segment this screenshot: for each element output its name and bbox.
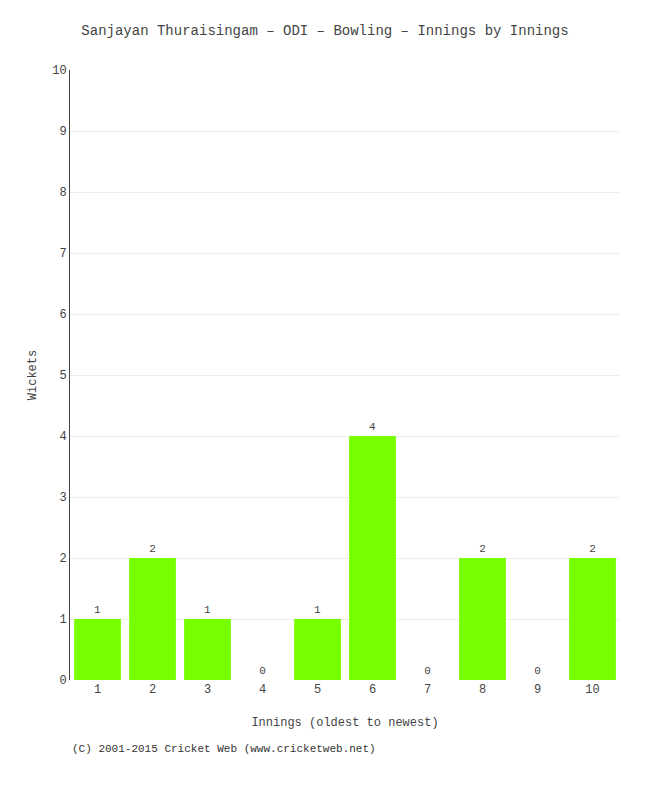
svg-text:3: 3 [204, 683, 211, 697]
svg-text:Sanjayan Thuraisingam – ODI –: Sanjayan Thuraisingam – ODI – Bowling – … [81, 23, 568, 39]
svg-text:0: 0 [259, 665, 266, 677]
svg-text:Wickets: Wickets [26, 350, 40, 400]
svg-text:4: 4 [259, 683, 266, 697]
svg-text:2: 2 [589, 543, 596, 555]
svg-text:9: 9 [534, 683, 541, 697]
svg-text:1: 1 [94, 604, 101, 616]
svg-text:1: 1 [94, 683, 101, 697]
svg-text:0: 0 [59, 674, 66, 688]
svg-text:7: 7 [424, 683, 431, 697]
svg-text:0: 0 [424, 665, 431, 677]
svg-text:6: 6 [369, 683, 376, 697]
svg-text:1: 1 [59, 613, 66, 627]
svg-text:2: 2 [59, 552, 66, 566]
svg-text:8: 8 [59, 186, 66, 200]
svg-text:2: 2 [479, 543, 486, 555]
svg-text:10: 10 [52, 64, 66, 78]
svg-text:3: 3 [59, 491, 66, 505]
svg-text:9: 9 [59, 125, 66, 139]
svg-text:10: 10 [585, 683, 599, 697]
svg-text:6: 6 [59, 308, 66, 322]
svg-text:4: 4 [59, 430, 66, 444]
svg-text:Innings (oldest to newest): Innings (oldest to newest) [251, 716, 438, 730]
svg-text:2: 2 [149, 543, 156, 555]
svg-text:(C) 2001-2015 Cricket Web (www: (C) 2001-2015 Cricket Web (www.cricketwe… [72, 743, 376, 755]
svg-text:7: 7 [59, 247, 66, 261]
svg-text:1: 1 [204, 604, 211, 616]
svg-text:8: 8 [479, 683, 486, 697]
svg-text:0: 0 [534, 665, 541, 677]
svg-text:4: 4 [369, 421, 376, 433]
svg-text:5: 5 [59, 369, 66, 383]
svg-text:5: 5 [314, 683, 321, 697]
svg-text:1: 1 [314, 604, 321, 616]
svg-text:2: 2 [149, 683, 156, 697]
